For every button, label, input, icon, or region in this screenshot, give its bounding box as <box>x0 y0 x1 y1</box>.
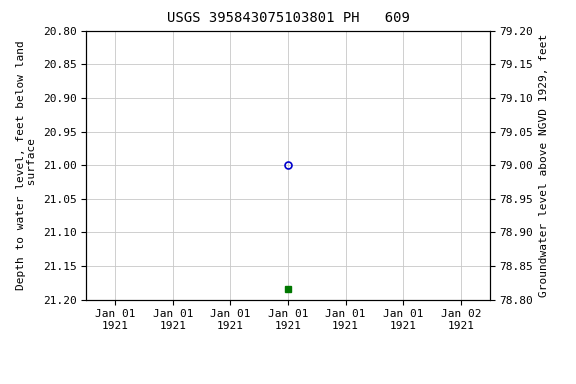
Title: USGS 395843075103801 PH   609: USGS 395843075103801 PH 609 <box>166 12 410 25</box>
Y-axis label: Groundwater level above NGVD 1929, feet: Groundwater level above NGVD 1929, feet <box>539 33 548 297</box>
Y-axis label: Depth to water level, feet below land
 surface: Depth to water level, feet below land su… <box>16 40 37 290</box>
